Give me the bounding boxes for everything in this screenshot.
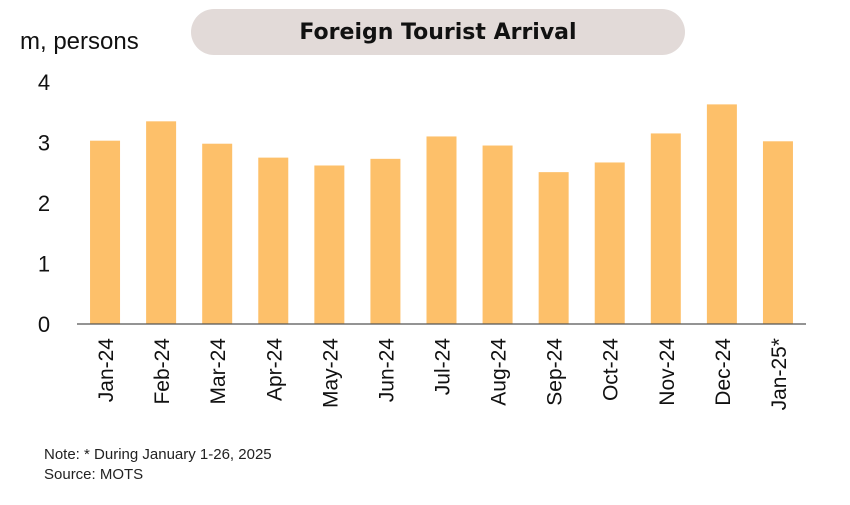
bar-oct-24: [594, 162, 625, 324]
x-tick-label: Aug-24: [488, 338, 511, 406]
y-axis-unit-label: m, persons: [20, 28, 139, 55]
x-tick-label: Jun-24: [375, 338, 398, 403]
x-tick-label: Jan-24: [95, 338, 118, 403]
bar-feb-24: [146, 121, 177, 324]
x-tick-label: Nov-24: [656, 338, 679, 406]
bar-jun-24: [370, 158, 401, 324]
x-tick-label: Sep-24: [544, 338, 567, 406]
bar-jan-24: [90, 140, 121, 324]
chart-title-banner: Foreign Tourist Arrival: [191, 9, 685, 55]
y-tick-label: 3: [38, 131, 50, 156]
bar-nov-24: [650, 133, 681, 324]
y-tick-label: 2: [38, 191, 50, 216]
bar-dec-24: [706, 104, 737, 324]
x-tick-label: Jan-25*: [768, 338, 791, 410]
bar-apr-24: [258, 157, 289, 324]
bar-may-24: [314, 165, 345, 324]
x-tick-label: Feb-24: [151, 338, 174, 405]
bar-mar-24: [202, 143, 233, 324]
y-tick-label: 4: [38, 70, 50, 95]
bar-jul-24: [426, 136, 457, 324]
x-tick-label: Jul-24: [432, 338, 455, 396]
footnote: Note: * During January 1-26, 2025: [44, 446, 272, 463]
y-tick-label: 1: [38, 252, 50, 277]
x-tick-label: Mar-24: [207, 338, 230, 405]
bar-aug-24: [482, 145, 513, 324]
source-note: Source: MOTS: [44, 466, 144, 483]
y-tick-label: 0: [38, 312, 50, 337]
bar-sep-24: [538, 172, 569, 324]
x-tick-label: Oct-24: [600, 338, 623, 401]
chart-title: Foreign Tourist Arrival: [299, 19, 577, 45]
x-tick-label: Dec-24: [712, 338, 735, 406]
bar-chart: 0 1 2 3 4 Jan-24 Feb-24 Mar-24 Apr-24 May-24 Jun-2…: [38, 70, 806, 410]
x-tick-label: May-24: [319, 338, 342, 408]
bar-jan-25: [762, 141, 793, 324]
x-tick-label: Apr-24: [263, 338, 286, 401]
